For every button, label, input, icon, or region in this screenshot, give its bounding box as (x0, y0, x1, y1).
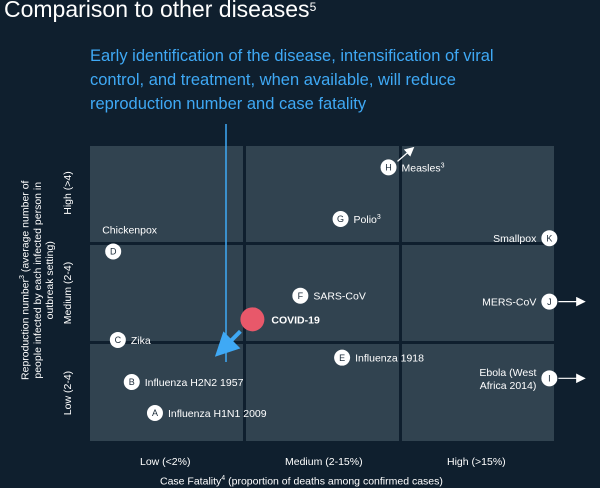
point-covid-19 (240, 307, 265, 332)
grid-cell (90, 245, 243, 341)
grid-cell (246, 245, 399, 341)
x-tick-label: Medium (2-15%) (285, 456, 363, 468)
badge-influenza-h1n1-2009: A (152, 408, 158, 418)
badge-influenza-1918: E (339, 353, 345, 363)
x-tick-label: Low (<2%) (140, 456, 191, 468)
badge-smallpox: K (546, 233, 552, 243)
point-chickenpox (105, 243, 122, 260)
badge-measles: H (385, 163, 392, 173)
chart-title: Comparison to other diseases5 (4, 0, 317, 22)
grid-cell (402, 146, 554, 242)
off-chart-arrow (397, 146, 415, 162)
grid-cell (246, 344, 399, 441)
label-sars-cov: SARS-CoV (313, 291, 366, 303)
point-smallpox (541, 230, 558, 247)
badge-polio: G (337, 214, 344, 224)
label-chickenpox: Chickenpox (102, 224, 158, 236)
x-axis-title: Case Fatality4 (proportion of deaths amo… (160, 475, 443, 488)
x-tick-label: High (>15%) (447, 456, 506, 468)
callout-text: Early identification of the disease, int… (90, 47, 494, 113)
point-influenza-h1n1-2009 (146, 404, 163, 421)
badge-sars-cov: F (298, 291, 304, 301)
grid-cell (90, 146, 243, 242)
point-ebola-west-africa-2014 (541, 370, 558, 387)
grid-cell (402, 245, 554, 341)
label-covid-19: COVID-19 (271, 314, 320, 326)
badge-ebola-west-africa-2014: I (548, 374, 551, 384)
grid-cell (90, 344, 243, 441)
badge-zika: C (115, 335, 122, 345)
badge-influenza-h2n2-1957: B (129, 377, 135, 387)
covid-direction-arrow (214, 329, 242, 357)
label-mers-cov: MERS-CoV (482, 297, 536, 309)
point-polio (332, 211, 349, 228)
label-zika: Zika (131, 335, 151, 347)
point-influenza-1918 (334, 349, 351, 366)
label-ebola-west-africa-2014: Africa 2014) (480, 380, 537, 392)
grid-cell (246, 146, 399, 242)
point-sars-cov (292, 287, 309, 304)
label-measles: Measles3 (402, 162, 445, 174)
label-smallpox: Smallpox (493, 233, 537, 245)
grid-cell (402, 344, 554, 441)
label-influenza-h1n1-2009: Influenza H1N1 2009 (168, 408, 267, 420)
point-mers-cov (541, 293, 558, 310)
label-influenza-1918: Influenza 1918 (355, 353, 424, 365)
label-influenza-h2n2-1957: Influenza H2N2 1957 (145, 377, 244, 389)
label-polio: Polio3 (354, 214, 381, 226)
point-influenza-h2n2-1957 (123, 374, 140, 390)
point-zika (109, 331, 126, 348)
label-ebola-west-africa-2014: Ebola (West (479, 367, 536, 379)
badge-chickenpox: D (110, 247, 117, 257)
badge-mers-cov: J (547, 297, 552, 307)
point-measles (380, 159, 397, 176)
